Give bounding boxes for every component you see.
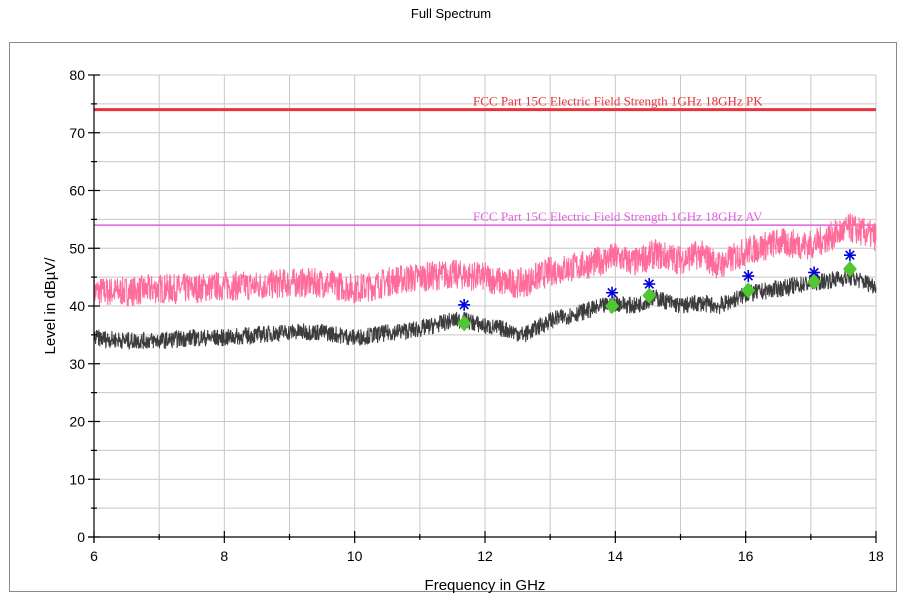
- y-tick-label: 70: [69, 125, 85, 141]
- y-axis-title: Level in dBµV/: [42, 257, 59, 355]
- spectrum-trace: [93, 269, 877, 351]
- x-tick-label: 12: [477, 548, 493, 564]
- peak-marker: [843, 249, 856, 262]
- x-tick-label: 16: [738, 548, 754, 564]
- series-group: [93, 213, 877, 351]
- limit-lines: FCC Part 15C Electric Field Strength 1GH…: [94, 94, 876, 226]
- y-tick-label: 10: [69, 471, 85, 487]
- chart-title: Full Spectrum: [410, 6, 492, 21]
- y-tick-label: 80: [69, 67, 85, 83]
- peak-marker: [458, 298, 471, 311]
- peak-marker: [742, 269, 755, 282]
- x-tick-label: 18: [868, 548, 884, 564]
- chart-frame: [9, 42, 897, 592]
- y-tick-label: 60: [69, 183, 85, 199]
- average-marker: [741, 282, 756, 299]
- y-tick-label: 0: [77, 529, 85, 545]
- y-tick-label: 30: [69, 356, 85, 372]
- peak-marker-stroke: [743, 271, 754, 281]
- x-axis-title: Frequency in GHz: [425, 577, 546, 594]
- average-marker: [807, 273, 822, 290]
- x-tick-label: 14: [608, 548, 624, 564]
- grid: [93, 74, 877, 538]
- peak-marker-stroke: [459, 300, 469, 310]
- limit-line-label: FCC Part 15C Electric Field Strength 1GH…: [473, 209, 763, 224]
- x-tick-label: 8: [220, 548, 228, 564]
- x-tick-label: 6: [90, 548, 98, 564]
- y-tick-label: 50: [69, 240, 85, 256]
- y-tick-label: 40: [69, 298, 85, 314]
- average-marker: [642, 287, 657, 304]
- average-marker: [605, 298, 620, 314]
- average-marker: [457, 315, 472, 332]
- average-marker: [842, 261, 857, 278]
- marker-group: [457, 249, 857, 332]
- peak-marker: [808, 266, 821, 279]
- peak-marker-stroke: [644, 279, 655, 289]
- peak-marker-stroke: [845, 250, 855, 260]
- y-tick-label: 20: [69, 414, 85, 430]
- limit-line-label: FCC Part 15C Electric Field Strength 1GH…: [473, 94, 763, 109]
- spectrum-trace: [93, 213, 877, 307]
- peak-marker-stroke: [607, 287, 617, 298]
- axes: 0 10 20 30 40 50 60 70 80 6 8 10 12 14 16 18: [69, 67, 884, 564]
- peak-marker: [606, 286, 619, 299]
- peak-marker-stroke: [809, 267, 819, 278]
- x-tick-label: 10: [347, 548, 363, 564]
